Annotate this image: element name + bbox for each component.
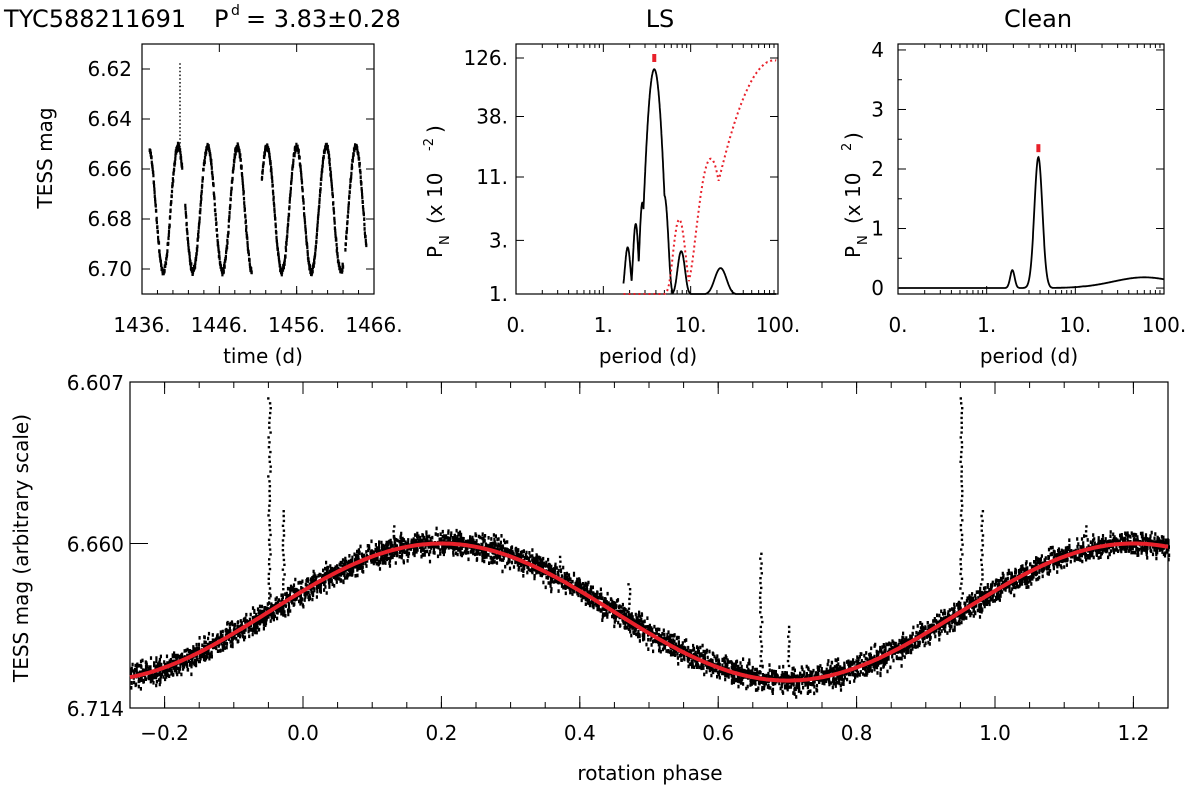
phased-x-tick-label: 0.8 <box>841 721 873 745</box>
ls-periodogram-panel: 0. 1. 10. 100. 126. 38. 11. 3. 1. <box>463 43 801 337</box>
ls-ylabel-close: ) <box>423 125 447 133</box>
phased-fit-curve <box>129 541 1169 683</box>
ls-xlabel: period (d) <box>599 344 697 368</box>
clean-periodogram-panel: 0. 1. 10. 100. 4 3 2 1 0 <box>871 38 1186 337</box>
phased-data-points <box>130 526 1171 699</box>
lightcurve-x-tick-label: 1456. <box>268 313 325 337</box>
lightcurve-ylabel: TESS mag <box>33 107 57 209</box>
clean-ylabel-sub: N <box>856 235 871 245</box>
phased-x-tick-label: −0.2 <box>140 721 189 745</box>
phased-flare <box>979 510 985 586</box>
clean-ylabel-p: P <box>841 246 865 258</box>
phased-flare <box>558 555 562 568</box>
lightcurve-y-tick-label: 6.66 <box>87 157 132 181</box>
lightcurve-x-tick-label: 1446. <box>191 313 248 337</box>
clean-ylabel-close: ) <box>841 132 865 140</box>
phased-flare <box>758 552 764 668</box>
ls-peak-marker <box>652 54 657 62</box>
ls-y-tick-label: 126. <box>463 46 508 70</box>
phased-ylabel: TESS mag (arbitrary scale) <box>9 414 33 683</box>
ls-title: LS <box>646 5 675 33</box>
lightcurve-flare <box>349 178 351 188</box>
clean-ylabel-units: (x 10 <box>841 173 865 224</box>
ls-x-tick-label: 10. <box>675 313 707 337</box>
lightcurve-frame <box>141 43 375 295</box>
phased-flare <box>392 525 396 538</box>
clean-title: Clean <box>1004 5 1072 33</box>
phased-x-tick-label: 0.0 <box>287 721 319 745</box>
clean-ylabel-exponent: 2 <box>840 143 855 151</box>
lightcurve-y-tick-label: 6.68 <box>87 207 132 231</box>
period-value: = 3.83±0.28 <box>246 5 401 33</box>
lightcurve-flare <box>179 63 181 152</box>
phased-flare <box>627 583 632 610</box>
phased-x-tick-label: 1.0 <box>979 721 1011 745</box>
phased-flare <box>281 510 286 591</box>
lightcurve-y-tick-label: 6.70 <box>87 257 132 281</box>
phased-xlabel: rotation phase <box>577 761 722 785</box>
clean-periodogram-line <box>898 155 1165 289</box>
ls-y-tick-label: 1. <box>489 282 508 306</box>
phased-frame <box>129 381 1169 709</box>
ls-frame <box>515 43 779 295</box>
clean-xlabel: period (d) <box>980 344 1078 368</box>
ls-y-tick-label: 11. <box>476 165 508 189</box>
ls-ylabel-p: P <box>423 246 447 258</box>
ls-window-function-line <box>623 59 777 295</box>
clean-y-tick-label: 2 <box>871 157 884 181</box>
lightcurve-x-tick-label: 1436. <box>113 313 170 337</box>
clean-ylabel: P N (x 10 2 ) <box>840 132 871 258</box>
phased-x-tick-label: 1.2 <box>1117 721 1149 745</box>
period-superscript: d <box>231 3 240 19</box>
lightcurve-data-points <box>148 141 368 277</box>
clean-y-tick-label: 3 <box>871 97 884 121</box>
phased-x-tick-label: 0.4 <box>564 721 596 745</box>
ls-periodogram-line <box>622 68 777 295</box>
phased-flare <box>959 397 964 600</box>
ls-ylabel-units: (x 10 <box>423 173 447 224</box>
period-symbol: P <box>214 5 228 33</box>
ls-x-tick-label: 1. <box>594 313 613 337</box>
ls-x-tick-label: 100. <box>756 313 801 337</box>
ls-ylabel-exponent: -2 <box>422 138 437 151</box>
ls-y-tick-label: 38. <box>476 104 508 128</box>
lightcurve-y-tick-label: 6.62 <box>87 57 132 81</box>
clean-y-tick-label: 1 <box>871 217 884 241</box>
lightcurve-x-tick-label: 1466. <box>345 313 402 337</box>
phased-flare <box>1084 525 1088 538</box>
phased-y-tick-label: 6.714 <box>67 697 124 721</box>
clean-y-tick-label: 4 <box>871 38 884 62</box>
ls-y-tick-label: 3. <box>489 228 508 252</box>
phased-flare <box>786 625 791 668</box>
clean-peak-marker <box>1036 144 1041 153</box>
phased-lightcurve-panel: −0.2 0.0 0.2 0.4 0.6 0.8 1.0 1.2 6.607 6.660 6.714 <box>67 371 1171 745</box>
phased-x-tick-label: 0.6 <box>702 721 734 745</box>
phased-x-tick-label: 0.2 <box>425 721 457 745</box>
lightcurve-xlabel: time (d) <box>223 344 303 368</box>
star-name: TYC588211691 <box>3 5 186 33</box>
clean-x-tick-label: 10. <box>1059 313 1091 337</box>
ls-ylabel: P N (x 10 -2 ) <box>422 125 453 258</box>
clean-y-tick-label: 0 <box>871 276 884 300</box>
clean-x-tick-label: 1. <box>977 313 996 337</box>
ls-ylabel-sub: N <box>438 235 453 245</box>
ls-x-tick-label: 0. <box>506 313 525 337</box>
clean-x-tick-label: 0. <box>888 313 907 337</box>
lightcurve-panel: 1436. 1446. 1456. 1466. 6.62 6.64 6.66 6.68 6.70 <box>87 43 403 337</box>
lightcurve-y-tick-label: 6.64 <box>87 107 132 131</box>
phased-y-tick-label: 6.607 <box>67 371 124 395</box>
clean-x-tick-label: 100. <box>1142 313 1187 337</box>
phased-flare <box>267 397 272 600</box>
phased-y-tick-label: 6.660 <box>67 532 124 556</box>
